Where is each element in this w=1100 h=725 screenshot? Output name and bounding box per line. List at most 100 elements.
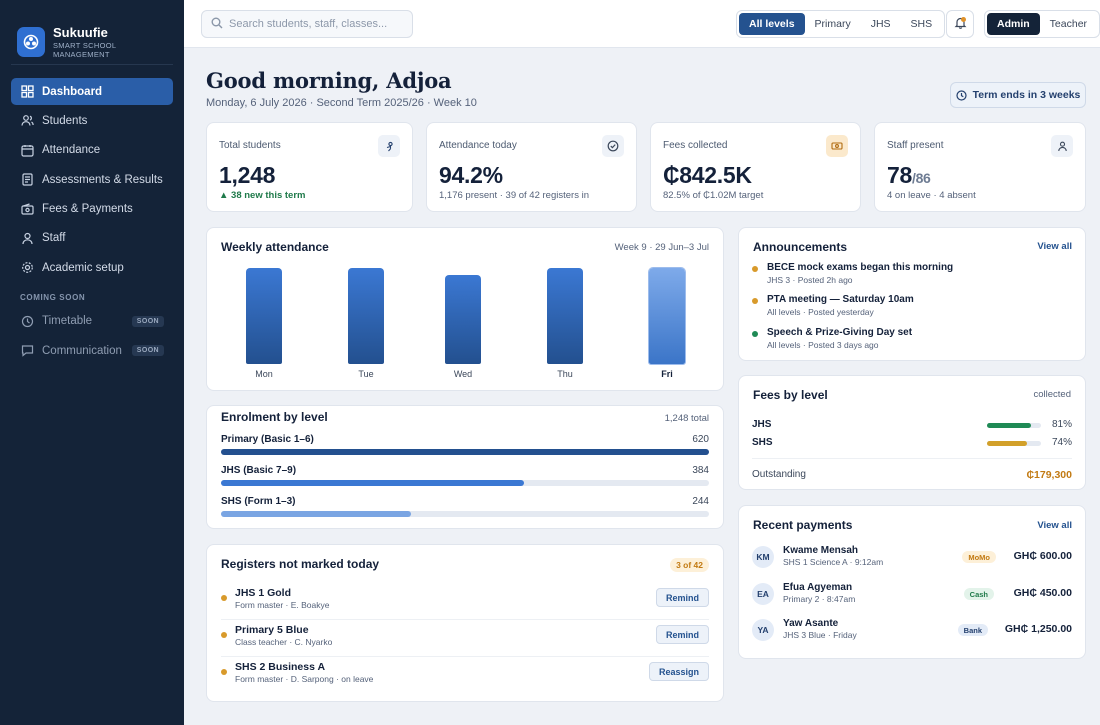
stat-title: Staff present [887, 140, 944, 151]
card-title: Registers not marked today [221, 557, 380, 571]
sidebar-item-staff[interactable]: Staff [11, 225, 173, 252]
bar-label-wed: Wed [453, 369, 473, 379]
bar-mon[interactable] [246, 268, 282, 364]
stat-title: Attendance today [439, 140, 517, 151]
remind-button[interactable]: Remind [655, 588, 709, 607]
payment-method-badge: Cash [963, 588, 994, 600]
fee-level-row: JHS 81% [752, 419, 1072, 433]
user-icon [1051, 135, 1073, 157]
bar-tue[interactable] [348, 268, 384, 364]
fee-level-row: SHS 74% [752, 437, 1072, 451]
clock-icon [20, 314, 34, 328]
stat-card-students[interactable]: Total students 1,248 ▲ 38 new this term [206, 122, 413, 212]
announcements-card: Announcements View all BECE mock exams b… [738, 227, 1086, 361]
stat-value: ₵842.5K [663, 162, 752, 188]
sidebar-item-label: Staff [42, 232, 66, 245]
sidebar-item-label: Students [42, 114, 88, 127]
register-class: Primary 5 Blue [235, 624, 309, 636]
brand-name: Sukuufie [52, 24, 108, 40]
brand[interactable]: Sukuufie SMART SCHOOL MANAGEMENT [0, 0, 184, 64]
view-all-payments-link[interactable]: View all [1037, 520, 1072, 531]
announcement-meta: JHS 3 · Posted 2h ago [767, 275, 853, 285]
sidebar-item-label: Timetable [42, 315, 93, 328]
users-icon [20, 114, 34, 128]
stat-subtext: 1,176 present · 39 of 42 registers in [439, 190, 589, 201]
brand-logo-icon [17, 26, 45, 57]
reassign-button[interactable]: Reassign [648, 662, 709, 681]
register-class: JHS 1 Gold [235, 587, 292, 599]
sidebar-item-communication[interactable]: Communication SOON [11, 337, 173, 364]
view-all-announcements-link[interactable]: View all [1037, 241, 1072, 252]
sidebar-item-assessments[interactable]: Assessments & Results [11, 166, 173, 193]
document-icon [20, 173, 34, 187]
status-dot [221, 595, 227, 601]
enrolment-progress-track [221, 511, 709, 517]
sidebar-item-timetable[interactable]: Timetable SOON [11, 308, 173, 335]
enrolment-level-label: JHS (Basic 7–9) [221, 465, 297, 476]
stat-subtext: 82.5% of ₵1.02M target [663, 190, 764, 201]
notifications-button[interactable] [946, 10, 974, 38]
search-box[interactable] [201, 10, 413, 38]
bar-fri[interactable] [648, 267, 686, 365]
wallet-icon [20, 202, 34, 216]
level-option-jhs[interactable]: JHS [870, 18, 891, 30]
registers-card: Registers not marked today 3 of 42 JHS 1… [206, 544, 724, 702]
payer-name: Yaw Asante [783, 618, 839, 629]
status-dot [752, 298, 758, 304]
search-icon [211, 17, 223, 32]
register-row: JHS 1 Gold Form master · E. Boakye Remin… [221, 583, 709, 620]
payment-row[interactable]: KM Kwame Mensah SHS 1 Science A · 9:12am… [752, 542, 1072, 576]
role-option-teacher[interactable]: Teacher [1049, 18, 1088, 30]
bar-label-thu: Thu [557, 369, 573, 379]
role-option-admin[interactable]: Admin [987, 13, 1040, 35]
payment-row[interactable]: EA Efua Agyeman Primary 2 · 8:47am Cash … [752, 579, 1072, 613]
term-ends-button[interactable]: Term ends in 3 weeks [950, 82, 1086, 108]
stat-card-attendance[interactable]: Attendance today 94.2% 1,176 present · 3… [426, 122, 637, 212]
registers-count-badge: 3 of 42 [670, 558, 709, 572]
stat-card-staff[interactable]: Staff present 78/86 4 on leave · 4 absen… [874, 122, 1086, 212]
fee-progress-fill [987, 441, 1027, 446]
level-option-primary[interactable]: Primary [814, 18, 851, 30]
level-option-all[interactable]: All levels [739, 13, 805, 35]
card-title: Fees by level [753, 388, 828, 402]
payment-method-badge: MoMo [962, 551, 996, 563]
level-filter: All levels Primary JHS SHS [736, 10, 946, 38]
enrolment-level-count: 620 [692, 434, 709, 445]
announcement-title: PTA meeting — Saturday 10am [767, 294, 914, 305]
status-dot [221, 632, 227, 638]
sidebar-item-label: Attendance [42, 144, 101, 157]
register-teacher: Form master · E. Boakye [235, 600, 330, 610]
announcement-title: BECE mock exams began this morning [767, 262, 954, 273]
stat-card-fees[interactable]: Fees collected ₵842.5K 82.5% of ₵1.02M t… [650, 122, 861, 212]
sidebar-item-students[interactable]: Students [11, 107, 173, 134]
weekly-attendance-card: Weekly attendance Week 9 · 29 Jun–3 Jul … [206, 227, 724, 391]
bar-thu[interactable] [547, 268, 583, 364]
avatar: KM [752, 546, 774, 568]
fee-percent: 74% [1051, 437, 1072, 448]
role-switch: Admin Teacher [984, 10, 1100, 38]
check-circle-icon [602, 135, 624, 157]
soon-badge: SOON [131, 315, 164, 327]
enrolment-level-count: 244 [692, 496, 709, 507]
payment-amount: GH₵ 1,250.00 [1004, 623, 1072, 635]
avatar: EA [752, 583, 774, 605]
card-title: Weekly attendance [221, 240, 329, 254]
stat-value: 78/86 [887, 162, 931, 189]
sidebar-item-fees[interactable]: Fees & Payments [11, 196, 173, 223]
payer-name: Efua Agyeman [783, 582, 853, 593]
bar-wed[interactable] [445, 275, 481, 364]
search-input[interactable] [229, 18, 399, 30]
payer-class: Primary 2 · 8:47am [783, 594, 856, 604]
remind-button[interactable]: Remind [655, 625, 709, 644]
outstanding-value: ₵179,300 [1026, 469, 1072, 481]
sidebar-item-dashboard[interactable]: Dashboard [11, 78, 173, 105]
sidebar-item-label: Communication [42, 344, 122, 357]
status-dot [752, 331, 758, 337]
topbar: All levels Primary JHS SHS Admin Teacher [184, 0, 1100, 48]
fees-by-level-card: Fees by level collected JHS 81% SHS 74% … [738, 375, 1086, 490]
sidebar-item-attendance[interactable]: Attendance [11, 137, 173, 164]
level-option-shs[interactable]: SHS [910, 18, 933, 30]
card-title: Announcements [753, 240, 848, 254]
sidebar-item-academic-setup[interactable]: Academic setup [11, 254, 173, 281]
payment-row[interactable]: YA Yaw Asante JHS 3 Blue · Friday Bank G… [752, 615, 1072, 649]
